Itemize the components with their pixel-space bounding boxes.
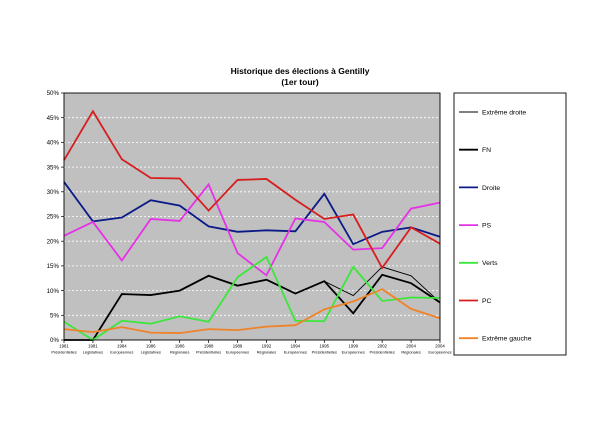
- x-tick-label-year: 1988: [204, 344, 214, 349]
- x-tick-label-type: Européennes: [226, 350, 249, 355]
- legend-label: PS: [482, 223, 492, 230]
- y-tick-label: 20%: [47, 238, 60, 245]
- x-tick-label-type: Régionales: [170, 350, 190, 355]
- y-tick-label: 5%: [50, 313, 59, 320]
- series-lines: [63, 109, 441, 342]
- legend-label: FN: [482, 147, 491, 154]
- y-tick-label: 0%: [50, 337, 59, 344]
- legend-label: Extrême gauche: [482, 336, 532, 343]
- x-tick-label-type: Européennes: [284, 350, 307, 355]
- series-line-verts: [63, 255, 441, 342]
- legend-label: Extrême droite: [482, 109, 526, 116]
- y-tick-label: 30%: [47, 189, 60, 196]
- x-tick-label-type: Présidentielles: [196, 350, 221, 355]
- legend-label: Droite: [482, 185, 500, 192]
- x-tick-label-year: 1984: [117, 344, 127, 349]
- series-line-extrême-gauche: [63, 288, 441, 334]
- x-tick-label-year: 1994: [291, 344, 301, 349]
- x-tick-label-year: 1981: [88, 344, 98, 349]
- x-tick-label-year: 1989: [233, 344, 243, 349]
- x-tick-label-type: Législatives: [141, 350, 161, 355]
- series-line-droite: [63, 181, 441, 246]
- x-tick-label-type: Présidentielles: [51, 350, 76, 355]
- x-tick-label-year: 1981: [59, 344, 69, 349]
- x-tick-label-year: 1999: [348, 344, 358, 349]
- x-tick-label-type: Européennes: [110, 350, 133, 355]
- y-tick-label: 25%: [47, 214, 60, 221]
- x-tick-label-year: 1995: [320, 344, 330, 349]
- y-tick-label: 50%: [47, 90, 60, 97]
- x-tick-label-type: Législatives: [83, 350, 103, 355]
- x-tick-label-type: Européennes: [428, 350, 451, 355]
- x-tick-label-type: Régionales: [257, 350, 277, 355]
- x-tick-label-type: Européennes: [342, 350, 365, 355]
- axes: 0%5%10%15%20%25%30%35%40%45%50%1981Prési…: [47, 90, 452, 354]
- x-tick-label-year: 1986: [175, 344, 185, 349]
- x-tick-label-type: Présidentielles: [369, 350, 394, 355]
- legend-label: Verts: [482, 260, 498, 267]
- x-tick-label-year: 2002: [377, 344, 387, 349]
- y-tick-label: 15%: [47, 263, 60, 270]
- legend-label: PC: [482, 298, 492, 305]
- y-tick-label: 40%: [47, 140, 60, 147]
- x-tick-label-year: 2004: [435, 344, 445, 349]
- x-tick-label-year: 1992: [262, 344, 272, 349]
- legend: [453, 92, 567, 356]
- x-tick-label-year: 2004: [406, 344, 416, 349]
- chart-subtitle: (1er tour): [281, 77, 319, 87]
- legend-entries: Extrême droite FN Droite PS Verts PC Extrême g…: [459, 109, 532, 343]
- y-tick-label: 35%: [47, 164, 60, 171]
- x-tick-label-type: Présidentielles: [312, 350, 337, 355]
- series-line-pc: [63, 109, 441, 270]
- series-line-ps: [63, 182, 441, 277]
- y-tick-label: 10%: [47, 288, 60, 295]
- gridlines: [64, 117, 440, 316]
- x-tick-label-type: Régionales: [401, 350, 421, 355]
- chart-title: Historique des élections à Gentilly: [230, 66, 370, 76]
- x-tick-label-year: 1986: [146, 344, 156, 349]
- y-tick-label: 45%: [47, 115, 60, 122]
- series-line-fn: [64, 273, 441, 341]
